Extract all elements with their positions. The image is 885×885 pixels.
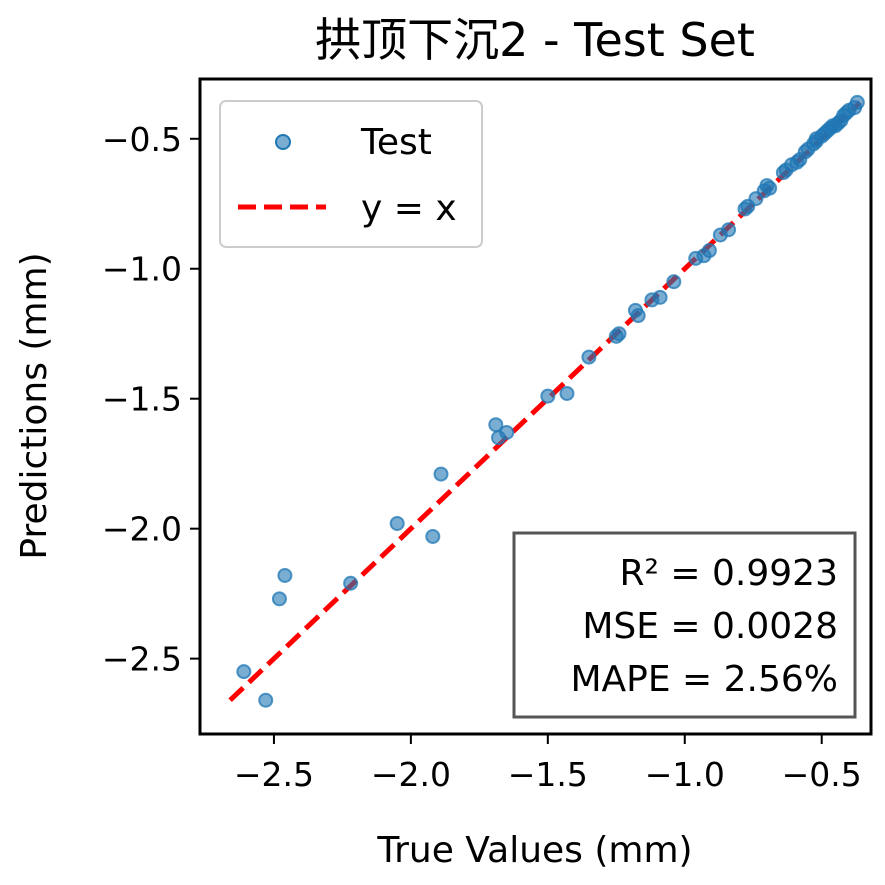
metric-mse: MSE = 0.0028 <box>582 606 838 647</box>
x-tick-label: −1.5 <box>508 755 588 794</box>
data-point <box>433 466 449 482</box>
plot-area-frame <box>198 77 873 736</box>
data-point <box>849 94 865 110</box>
y-axis-label: Predictions (mm) <box>14 252 55 559</box>
x-tick-label: −1.0 <box>645 755 725 794</box>
y-tick-label: −1.0 <box>102 250 182 289</box>
test-points-series <box>236 94 865 708</box>
data-point <box>666 274 682 290</box>
data-point <box>701 243 717 259</box>
y-tick-label: −2.5 <box>102 640 182 679</box>
metrics-box: R² = 0.9923 MSE = 0.0028 MAPE = 2.56% <box>512 531 857 719</box>
x-tick-label: −2.0 <box>371 755 451 794</box>
metrics-frame <box>512 531 857 719</box>
legend: Test y = x <box>219 100 483 248</box>
data-point <box>559 386 575 402</box>
y-axis: −2.5 −2.0 −1.5 −1.0 −0.5 <box>102 120 200 679</box>
legend-line-label: y = x <box>361 188 457 229</box>
data-point <box>499 424 515 440</box>
data-point <box>277 567 293 583</box>
legend-test-marker <box>275 134 291 150</box>
data-point <box>425 528 441 544</box>
data-point <box>271 591 287 607</box>
y-tick-label: −0.5 <box>102 120 182 159</box>
x-axis: −2.5 −2.0 −1.5 −1.0 −0.5 <box>234 734 862 794</box>
identity-line-series <box>228 100 862 703</box>
data-point <box>581 349 597 365</box>
data-point <box>630 308 646 324</box>
data-point <box>540 388 556 404</box>
chart-title: 拱顶下沉2 - Test Set <box>315 13 755 67</box>
data-point <box>389 515 405 531</box>
x-axis-label: True Values (mm) <box>376 830 692 871</box>
data-point <box>652 289 668 305</box>
identity-line <box>228 100 862 703</box>
metric-r2: R² = 0.9923 <box>620 553 838 594</box>
x-tick-label: −0.5 <box>782 755 862 794</box>
legend-test-label: Test <box>360 122 432 163</box>
metric-mape: MAPE = 2.56% <box>570 659 838 700</box>
data-point <box>611 326 627 342</box>
data-point <box>759 178 775 194</box>
data-point <box>721 222 737 238</box>
data-point <box>236 664 252 680</box>
y-tick-label: −1.5 <box>102 380 182 419</box>
data-point <box>343 575 359 591</box>
y-tick-label: −2.0 <box>102 510 182 549</box>
x-tick-label: −2.5 <box>234 755 314 794</box>
data-point <box>258 692 274 708</box>
